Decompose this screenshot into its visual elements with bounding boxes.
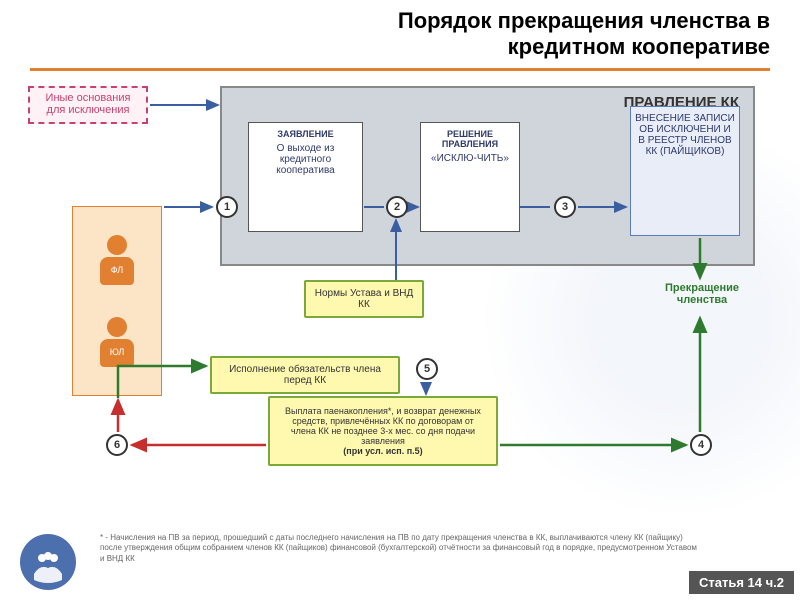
person-fl-icon: ФЛ	[100, 235, 134, 285]
step2-body: «ИСКЛЮ-ЧИТЬ»	[425, 153, 515, 164]
person-ul-icon: ЮЛ	[100, 317, 134, 367]
circle-4: 4	[690, 434, 712, 456]
step-box-2: РЕШЕНИЕ ПРАВЛЕНИЯ «ИСКЛЮ-ЧИТЬ»	[420, 122, 520, 232]
ul-label: ЮЛ	[100, 339, 134, 367]
payout-box: Выплата паенакопления*, и возврат денежн…	[268, 396, 498, 466]
step2-header: РЕШЕНИЕ ПРАВЛЕНИЯ	[425, 129, 515, 149]
step3-body: ВНЕСЕНИЕ ЗАПИСИ ОБ ИСКЛЮЧЕНИ И В РЕЕСТР …	[635, 113, 735, 157]
page-title: Порядок прекращения членства в кредитном…	[398, 8, 770, 61]
step-box-1: ЗАЯВЛЕНИЕ О выходе из кредитного коопера…	[248, 122, 363, 232]
exclusion-basis-box: Иные основания для исключения	[28, 86, 148, 124]
circle-1: 1	[216, 196, 238, 218]
circle-3: 3	[554, 196, 576, 218]
step-box-3: ВНЕСЕНИЕ ЗАПИСИ ОБ ИСКЛЮЧЕНИ И В РЕЕСТР …	[630, 106, 740, 236]
termination-label: Прекращение членства	[652, 282, 752, 306]
circle-5: 5	[416, 358, 438, 380]
entity-box: ФЛ ЮЛ	[72, 206, 162, 396]
payout-text: Выплата паенакопления*, и возврат денежн…	[285, 406, 481, 446]
logo-icon	[20, 534, 76, 590]
title-line2: кредитном кооперативе	[398, 34, 770, 60]
payout-bold: (при усл. исп. п.5)	[343, 446, 422, 456]
fl-label: ФЛ	[100, 257, 134, 285]
circle-2: 2	[386, 196, 408, 218]
article-ref: Статья 14 ч.2	[689, 571, 794, 594]
obligations-box: Исполнение обязательств члена перед КК	[210, 356, 400, 394]
circle-6: 6	[106, 434, 128, 456]
footnote: * - Начисления на ПВ за период, прошедши…	[100, 533, 700, 564]
title-line1: Порядок прекращения членства в	[398, 8, 770, 34]
norms-box: Нормы Устава и ВНД КК	[304, 280, 424, 318]
step1-body: О выходе из кредитного кооператива	[253, 143, 358, 176]
step1-header: ЗАЯВЛЕНИЕ	[253, 129, 358, 139]
title-underline	[30, 68, 770, 71]
